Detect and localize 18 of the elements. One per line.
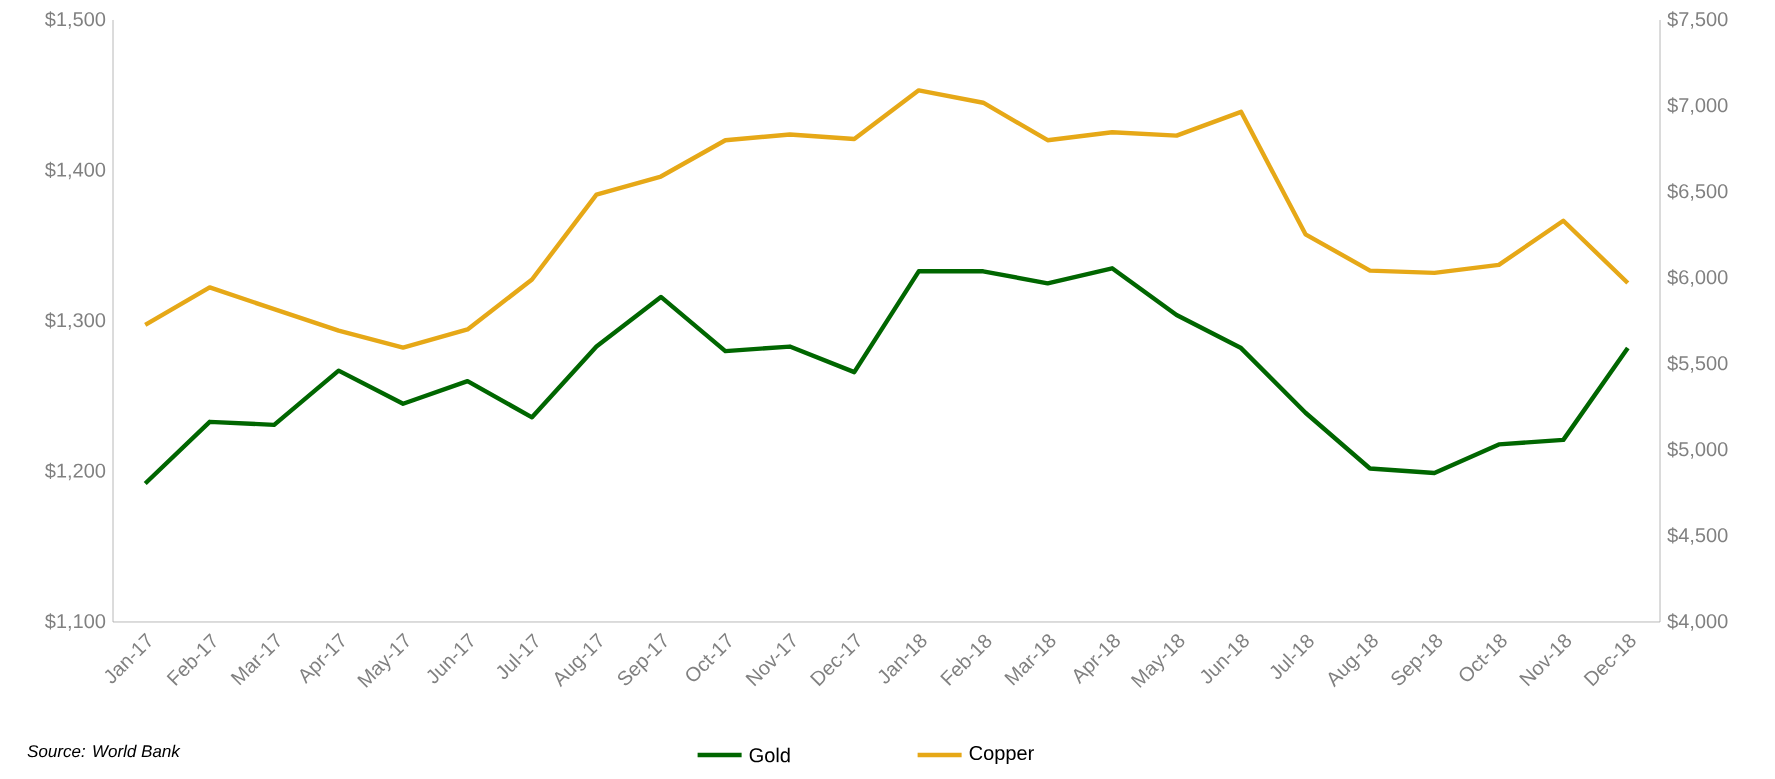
line-series — [143, 266, 1630, 486]
y-tick-label: $1,500 — [44, 11, 106, 29]
y2-tick-label: $6,000 — [1667, 269, 1728, 287]
line-series — [143, 88, 1630, 350]
y2-tick-label: $5,500 — [1667, 355, 1728, 373]
y2-tick-label: $6,500 — [1667, 183, 1728, 201]
y2-tick-label: $7,500 — [1667, 11, 1728, 29]
y-tick-label: $1,100 — [44, 613, 106, 631]
y-tick-label: $1,400 — [44, 161, 106, 180]
legend-label: Copper — [969, 745, 1034, 765]
y2-tick-label: $4,000 — [1667, 613, 1728, 631]
y-tick-label: $1,200 — [44, 462, 106, 481]
y2-tick-label: $4,500 — [1667, 527, 1728, 545]
y2-tick-label: $5,000 — [1667, 441, 1728, 459]
y2-tick-label: $7,000 — [1667, 97, 1728, 115]
source-note: Source: World Bank — [27, 744, 181, 758]
legend-label: Gold — [749, 747, 790, 763]
y-tick-label: $1,300 — [44, 312, 106, 330]
